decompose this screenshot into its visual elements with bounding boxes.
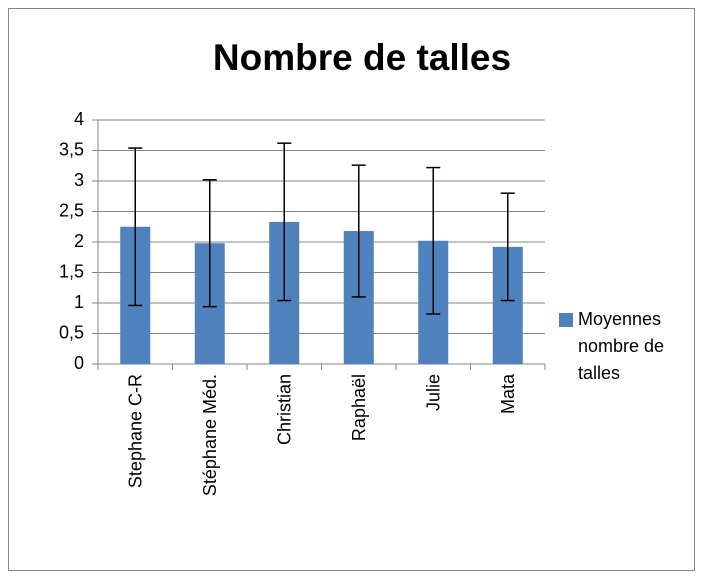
y-tick-label: 3,5 <box>59 139 84 159</box>
x-tick-label: Mata <box>498 373 518 414</box>
x-tick-label: Stéphane Méd. <box>200 374 220 496</box>
y-tick-label: 1 <box>74 292 84 312</box>
y-tick-label: 1,5 <box>59 261 84 281</box>
y-tick-label: 3 <box>74 170 84 190</box>
x-tick-label: Raphaël <box>349 374 369 441</box>
y-tick-label: 0 <box>74 353 84 373</box>
chart-border <box>8 8 695 571</box>
y-tick-label: 2,5 <box>59 200 84 220</box>
legend-swatch <box>559 313 573 327</box>
chart-title: Nombre de talles <box>213 37 511 78</box>
y-tick-label: 2 <box>74 231 84 251</box>
x-tick-label: Julie <box>423 374 443 411</box>
y-tick-label: 4 <box>74 109 84 129</box>
x-tick-label: Christian <box>274 374 294 445</box>
legend-label: Moyennes nombre de talles <box>578 309 665 383</box>
x-tick-label: Stephane C-R <box>125 374 145 488</box>
y-tick-label: 0,5 <box>59 322 84 342</box>
